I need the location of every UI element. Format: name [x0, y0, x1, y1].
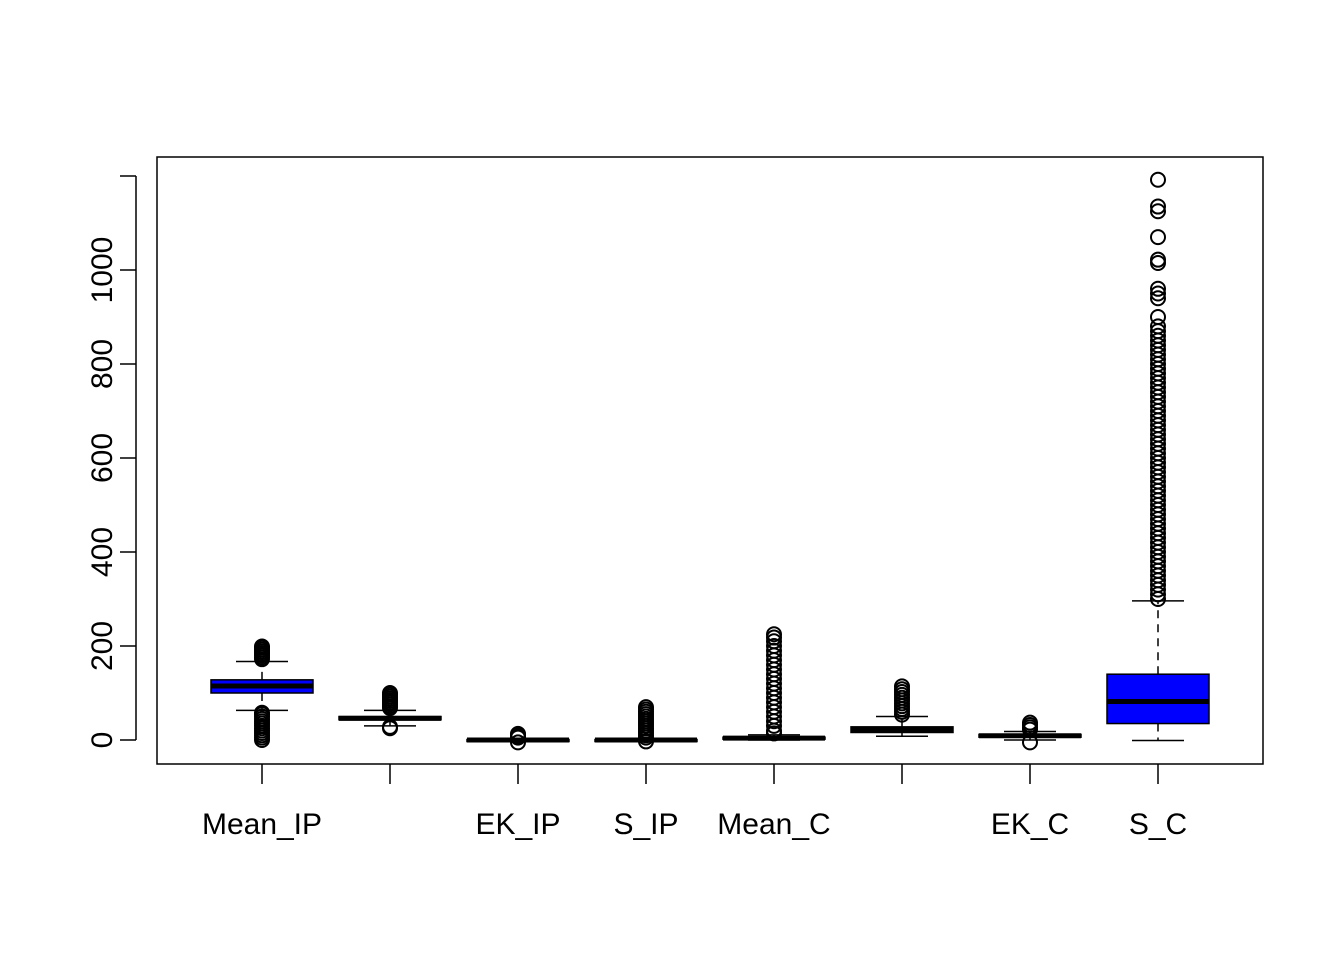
outlier-point	[1022, 734, 1038, 751]
outlier-point	[1150, 198, 1166, 215]
y-tick-label: 800	[86, 339, 119, 389]
box-group	[338, 685, 442, 737]
y-tick-label: 0	[86, 732, 119, 749]
x-tick-label: Mean_IP	[202, 808, 322, 841]
outlier-point	[638, 699, 654, 716]
x-tick-label: Mean_C	[717, 808, 830, 841]
x-tick-label: S_IP	[613, 808, 678, 841]
outlier-point	[510, 725, 526, 742]
outlier-point	[1150, 327, 1166, 344]
y-axis: 0 200 400 600 800 1000	[86, 175, 137, 749]
x-axis: Mean_IP EK_IP S_IP Mean_C EK_C S_C	[202, 764, 1187, 841]
outlier-point	[510, 734, 526, 751]
y-tick-label: 1000	[86, 237, 119, 304]
box-group	[722, 626, 826, 742]
outlier-point	[1150, 285, 1166, 302]
outlier-point	[1150, 290, 1166, 307]
outlier-point	[766, 638, 782, 654]
box-group	[210, 638, 314, 748]
outlier-point	[382, 685, 398, 701]
box-group	[978, 714, 1082, 751]
y-tick-label: 400	[86, 527, 119, 577]
outlier-point	[1150, 251, 1166, 268]
outlier-point	[1150, 309, 1166, 325]
y-tick-label: 600	[86, 433, 119, 483]
outlier-point	[766, 626, 782, 643]
outlier-point	[1022, 714, 1038, 731]
box-group	[594, 699, 698, 750]
x-tick-label: S_C	[1129, 808, 1187, 841]
box-group	[850, 678, 954, 737]
plot-frame	[156, 156, 1264, 765]
box	[1106, 673, 1210, 725]
outlier-point	[1150, 229, 1166, 246]
outlier-point	[1150, 318, 1166, 335]
outlier-point	[382, 718, 398, 735]
outlier-point	[254, 704, 270, 721]
y-tick-label: 200	[86, 621, 119, 671]
box-group	[1106, 171, 1210, 742]
outlier-point	[1150, 254, 1166, 271]
box-group	[466, 725, 570, 751]
outlier-point	[894, 678, 910, 695]
x-tick-label: EK_IP	[475, 808, 560, 841]
outlier-point	[254, 638, 270, 655]
outlier-point	[1150, 171, 1166, 188]
x-tick-label: EK_C	[991, 808, 1069, 841]
boxes-layer	[210, 171, 1210, 751]
outlier-point	[1150, 203, 1166, 220]
outlier-point	[1150, 280, 1166, 297]
